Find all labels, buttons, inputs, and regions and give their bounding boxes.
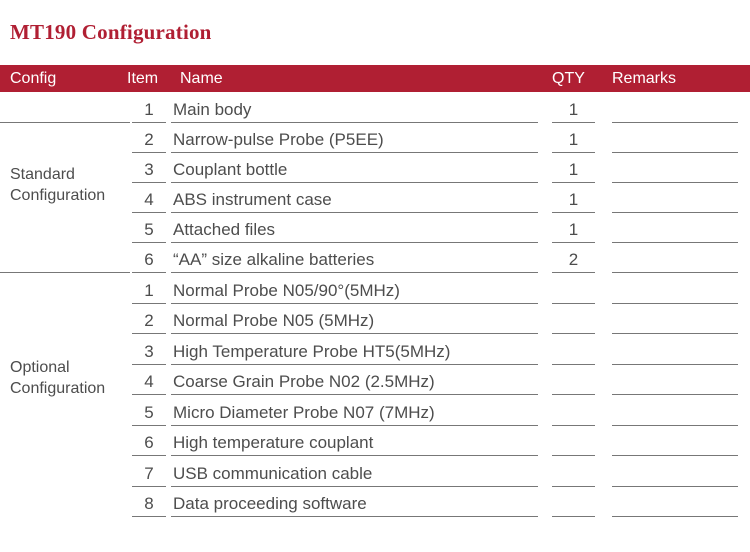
table-row: 6 High temperature couplant: [0, 426, 750, 456]
table-body: 1 Main body 1 2 Narrow-pulse Probe (P5EE…: [0, 93, 750, 517]
item-cell: 5: [132, 395, 166, 426]
item-cell: 2: [132, 123, 166, 153]
qty-cell: [552, 365, 595, 395]
item-cell: 8: [132, 487, 166, 517]
remarks-cell: [612, 243, 738, 273]
name-cell: Normal Probe N05/90°(5MHz): [171, 273, 538, 304]
remarks-cell: [612, 304, 738, 334]
table-row: 4 Coarse Grain Probe N02 (2.5MHz): [0, 365, 750, 395]
item-cell: 2: [132, 304, 166, 334]
remarks-cell: [612, 183, 738, 213]
item-cell: 7: [132, 456, 166, 487]
name-cell: High Temperature Probe HT5(5MHz): [171, 334, 538, 365]
name-cell: USB communication cable: [171, 456, 538, 487]
table-row: 2 Normal Probe N05 (5MHz): [0, 304, 750, 334]
config-label-standard: Standard Configuration: [10, 166, 106, 204]
qty-cell: 1: [552, 183, 595, 213]
remarks-cell: [612, 487, 738, 517]
item-cell: 1: [132, 273, 166, 304]
table-row: 6 “AA” size alkaline batteries 2: [0, 243, 750, 273]
qty-cell: 1: [552, 93, 595, 123]
name-cell: “AA” size alkaline batteries: [171, 243, 538, 273]
item-cell: 3: [132, 334, 166, 365]
name-cell: Couplant bottle: [171, 153, 538, 183]
name-cell: High temperature couplant: [171, 426, 538, 456]
table-row: 4 ABS instrument case 1: [0, 183, 750, 213]
item-cell: 4: [132, 183, 166, 213]
qty-cell: 2: [552, 243, 595, 273]
qty-cell: 1: [552, 213, 595, 243]
table-row: 2 Narrow-pulse Probe (P5EE) 1: [0, 123, 750, 153]
section-standard-configuration: 1 Main body 1 2 Narrow-pulse Probe (P5EE…: [0, 93, 750, 273]
qty-cell: [552, 487, 595, 517]
remarks-cell: [612, 365, 738, 395]
config-cell-divider: [0, 271, 130, 273]
table-row: 3 High Temperature Probe HT5(5MHz): [0, 334, 750, 365]
table-row: 1 Main body 1: [0, 93, 750, 123]
name-cell: Normal Probe N05 (5MHz): [171, 304, 538, 334]
remarks-cell: [612, 273, 738, 304]
item-cell: 4: [132, 365, 166, 395]
item-cell: 6: [132, 243, 166, 273]
page-title: MT190 Configuration: [10, 20, 212, 44]
table-row: 3 Couplant bottle 1: [0, 153, 750, 183]
item-cell: 6: [132, 426, 166, 456]
qty-cell: 1: [552, 153, 595, 183]
remarks-cell: [612, 426, 738, 456]
qty-cell: [552, 426, 595, 456]
item-cell: 1: [132, 93, 166, 123]
remarks-cell: [612, 334, 738, 365]
name-cell: Narrow-pulse Probe (P5EE): [171, 123, 538, 153]
qty-cell: [552, 273, 595, 304]
qty-cell: [552, 395, 595, 426]
name-cell: Main body: [171, 93, 538, 123]
name-cell: Attached files: [171, 213, 538, 243]
remarks-cell: [612, 395, 738, 426]
name-cell: Coarse Grain Probe N02 (2.5MHz): [171, 365, 538, 395]
column-header-qty: QTY: [552, 70, 585, 87]
column-header-name: Name: [180, 70, 223, 87]
item-cell: 3: [132, 153, 166, 183]
column-header-config: Config: [10, 70, 57, 87]
item-cell: 5: [132, 213, 166, 243]
qty-cell: 1: [552, 123, 595, 153]
config-label-optional: Optional Configuration: [10, 359, 106, 397]
remarks-cell: [612, 93, 738, 123]
remarks-cell: [612, 456, 738, 487]
table-header-bar: Config Item Name QTY Remarks: [0, 65, 750, 92]
column-header-remarks: Remarks: [612, 70, 677, 87]
table-row: 5 Attached files 1: [0, 213, 750, 243]
name-cell: Data proceeding software: [171, 487, 538, 517]
remarks-cell: [612, 153, 738, 183]
qty-cell: [552, 456, 595, 487]
name-cell: Micro Diameter Probe N07 (7MHz): [171, 395, 538, 426]
column-header-item: Item: [127, 70, 159, 87]
table-row: 8 Data proceeding software: [0, 487, 750, 517]
qty-cell: [552, 334, 595, 365]
qty-cell: [552, 304, 595, 334]
table-row: 7 USB communication cable: [0, 456, 750, 487]
name-cell: ABS instrument case: [171, 183, 538, 213]
remarks-cell: [612, 213, 738, 243]
remarks-cell: [612, 123, 738, 153]
config-cell-divider: [0, 121, 130, 123]
table-row: 5 Micro Diameter Probe N07 (7MHz): [0, 395, 750, 426]
table-row: 1 Normal Probe N05/90°(5MHz): [0, 273, 750, 304]
section-optional-configuration: 1 Normal Probe N05/90°(5MHz) 2 Normal Pr…: [0, 273, 750, 517]
